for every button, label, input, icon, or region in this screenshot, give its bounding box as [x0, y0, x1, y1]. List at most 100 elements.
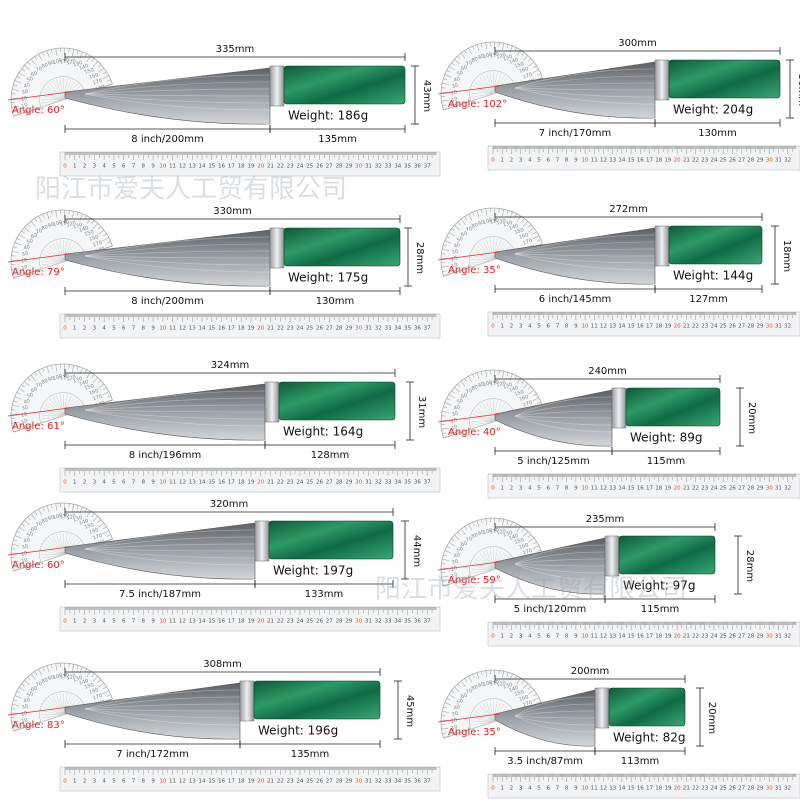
ruler-label: 36: [414, 779, 421, 785]
ruler-label: 29: [345, 164, 352, 170]
ruler-label: 23: [701, 634, 708, 640]
protractor-tick: [490, 670, 491, 675]
protractor-label: 40: [453, 404, 461, 412]
ruler-label: 5: [112, 619, 116, 625]
protractor-ray: [482, 550, 494, 571]
ruler-label: 7: [556, 324, 560, 330]
ruler-label: 2: [83, 480, 87, 486]
protractor-body: [440, 517, 543, 587]
protractor-tick: [55, 663, 57, 671]
knife-blade: [64, 383, 266, 441]
protractor-label: 70: [465, 536, 473, 544]
protractor-tick: [42, 368, 45, 372]
protractor-label: 150: [514, 227, 525, 236]
protractor-tick: [98, 229, 105, 235]
protractor-ray: [492, 238, 498, 261]
ruler-label: 10: [582, 486, 589, 492]
damascus-line: [514, 248, 656, 255]
protractor-label: 10: [21, 418, 29, 426]
protractor-tick: [442, 104, 447, 106]
ruler-label: 10: [159, 619, 166, 625]
ruler-label: 9: [574, 786, 578, 792]
protractor-tick: [60, 48, 61, 53]
ruler-label: 22: [692, 634, 699, 640]
protractor-label: 120: [66, 58, 77, 67]
ruler-label: 28: [747, 486, 754, 492]
ruler-label: 17: [646, 634, 653, 640]
ruler-label: 9: [574, 324, 578, 330]
protractor-body: [10, 209, 113, 279]
protractor-tick: [12, 110, 17, 112]
protractor-label: 40: [453, 704, 461, 712]
protractor-tick: [441, 415, 446, 417]
ruler-label: 32: [784, 158, 791, 164]
ruler-label: 27: [738, 634, 745, 640]
ruler-label: 31: [775, 786, 782, 792]
damascus-line: [514, 551, 606, 565]
protractor-tick: [521, 380, 525, 384]
ruler-label: 35: [404, 779, 411, 785]
protractor-tick: [11, 552, 19, 554]
protractor-tick: [18, 234, 25, 239]
ruler-label: 32: [375, 779, 382, 785]
protractor: 0102030405060708090100110120130140150160…: [10, 662, 113, 732]
protractor-tick: [102, 237, 110, 242]
ruler-label: 9: [574, 486, 578, 492]
knife-bolster: [611, 387, 627, 429]
protractor-label: 90: [477, 682, 485, 690]
ruler-label: 8: [565, 158, 569, 164]
protractor-tick: [448, 66, 455, 71]
ruler-label: 33: [385, 326, 392, 332]
protractor-tick: [12, 703, 20, 706]
ruler-label: 10: [159, 480, 166, 486]
ruler-label: 26: [729, 324, 736, 330]
ruler-label: 11: [591, 634, 598, 640]
total-length: 240mm: [588, 366, 627, 377]
ruler-label: 8: [565, 324, 569, 330]
protractor-tick: [72, 211, 75, 219]
ruler-label: 15: [628, 634, 635, 640]
protractor-tick: [103, 71, 107, 75]
ruler-label: 12: [600, 634, 607, 640]
ruler-label: 31: [775, 486, 782, 492]
protractor-ray: [62, 241, 72, 263]
blade-length: 7 inch/170mm: [539, 128, 611, 139]
protractor-tick: [446, 398, 451, 401]
ruler-label: 23: [287, 779, 294, 785]
ruler-label: 0: [491, 786, 495, 792]
protractor-label: 120: [496, 528, 507, 537]
ruler-label: 9: [574, 634, 578, 640]
protractor-tick: [91, 374, 95, 378]
protractor-tick: [472, 374, 475, 378]
protractor-label: 40: [23, 82, 31, 90]
protractor-ray: [56, 534, 64, 556]
protractor-tick: [11, 557, 16, 558]
protractor-ray: [62, 240, 68, 263]
protractor-tick: [441, 419, 449, 421]
protractor-ray: [492, 73, 502, 95]
ruler-label: 16: [218, 164, 225, 170]
ruler-label: 11: [591, 324, 598, 330]
protractor-label: 30: [451, 559, 459, 567]
ruler-label: 13: [189, 480, 196, 486]
protractor-ray: [59, 533, 64, 556]
ruler-label: 17: [646, 158, 653, 164]
protractor-label: 70: [35, 681, 43, 689]
ruler-label: 13: [609, 158, 616, 164]
ruler-label: 26: [729, 786, 736, 792]
ruler-label: 0: [491, 486, 495, 492]
protractor-label: 20: [450, 89, 458, 97]
damascus-line: [84, 708, 241, 726]
protractor-tick: [457, 383, 461, 388]
knife-handle: [283, 65, 406, 105]
protractor-inner: [39, 392, 86, 424]
protractor-tick: [457, 55, 461, 60]
protractor-tick: [448, 232, 455, 237]
protractor-label: 140: [508, 57, 519, 66]
protractor-label: 40: [453, 242, 461, 250]
protractor-tick: [446, 698, 451, 701]
ruler-label: 14: [618, 634, 625, 640]
protractor-label: 60: [30, 387, 38, 395]
protractor-tick: [502, 519, 505, 527]
protractor-tick: [442, 710, 450, 713]
